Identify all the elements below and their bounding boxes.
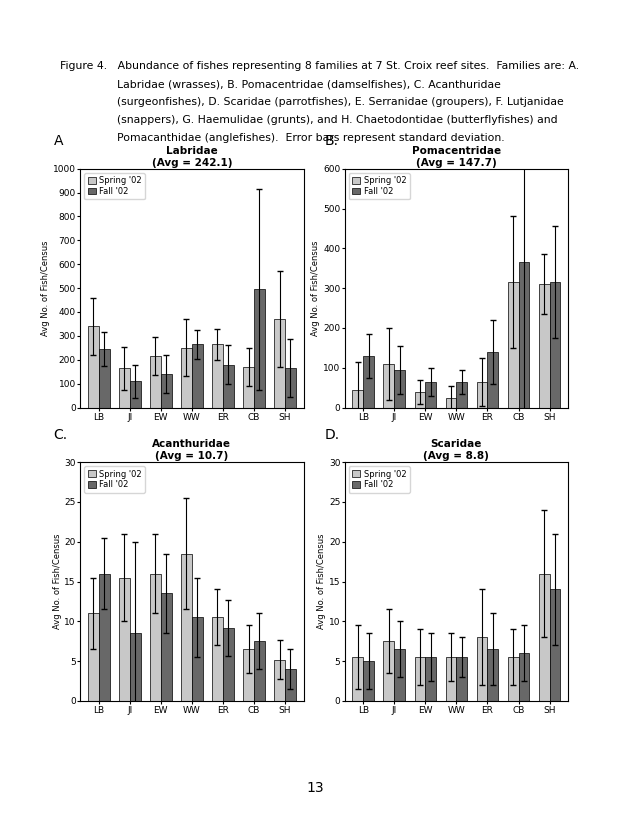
Text: A: A xyxy=(54,134,63,148)
Text: (snappers), G. Haemulidae (grunts), and H. Chaetodontidae (butterflyfishes) and: (snappers), G. Haemulidae (grunts), and … xyxy=(117,115,557,125)
Text: C.: C. xyxy=(54,428,67,442)
Bar xyxy=(508,282,518,408)
Bar xyxy=(150,356,161,408)
Bar xyxy=(243,650,254,701)
Bar xyxy=(161,593,171,701)
Bar xyxy=(254,289,265,408)
Text: B.: B. xyxy=(324,134,338,148)
Bar xyxy=(119,578,130,701)
Bar xyxy=(477,381,488,408)
Bar xyxy=(119,368,130,408)
Title: Scaridae
(Avg = 8.8): Scaridae (Avg = 8.8) xyxy=(423,439,490,461)
Bar xyxy=(518,262,529,408)
Text: D.: D. xyxy=(324,428,340,442)
Bar xyxy=(192,617,203,701)
Bar xyxy=(415,657,425,701)
Bar xyxy=(212,617,223,701)
Bar xyxy=(352,390,364,408)
Bar xyxy=(88,326,99,408)
Legend: Spring '02, Fall '02: Spring '02, Fall '02 xyxy=(349,173,410,199)
Bar xyxy=(223,364,234,408)
Bar xyxy=(456,657,467,701)
Bar xyxy=(539,574,549,701)
Text: Figure 4.   Abundance of fishes representing 8 families at 7 St. Croix reef site: Figure 4. Abundance of fishes representi… xyxy=(60,61,579,71)
Bar xyxy=(549,282,561,408)
Bar xyxy=(415,391,425,408)
Bar xyxy=(488,352,498,408)
Bar xyxy=(508,657,518,701)
Title: Acanthuridae
(Avg = 10.7): Acanthuridae (Avg = 10.7) xyxy=(152,439,231,461)
Bar xyxy=(223,628,234,701)
Title: Labridae
(Avg = 242.1): Labridae (Avg = 242.1) xyxy=(152,146,232,168)
Bar xyxy=(384,641,394,701)
Bar xyxy=(394,370,405,408)
Title: Pomacentridae
(Avg = 147.7): Pomacentridae (Avg = 147.7) xyxy=(412,146,501,168)
Bar xyxy=(181,553,192,701)
Legend: Spring '02, Fall '02: Spring '02, Fall '02 xyxy=(349,466,410,492)
Bar xyxy=(99,574,110,701)
Y-axis label: Avg No. of Fish/Census: Avg No. of Fish/Census xyxy=(317,534,326,629)
Bar xyxy=(254,641,265,701)
Bar xyxy=(539,284,549,408)
Bar xyxy=(518,653,529,701)
Bar xyxy=(394,650,405,701)
Legend: Spring '02, Fall '02: Spring '02, Fall '02 xyxy=(84,173,145,199)
Legend: Spring '02, Fall '02: Spring '02, Fall '02 xyxy=(84,466,145,492)
Text: (surgeonfishes), D. Scaridae (parrotfishes), E. Serranidae (groupers), F. Lutjan: (surgeonfishes), D. Scaridae (parrotfish… xyxy=(117,97,563,107)
Y-axis label: Avg No. of Fish/Census: Avg No. of Fish/Census xyxy=(41,240,50,336)
Text: Labridae (wrasses), B. Pomacentridae (damselfishes), C. Acanthuridae: Labridae (wrasses), B. Pomacentridae (da… xyxy=(117,79,500,89)
Bar xyxy=(99,349,110,408)
Bar xyxy=(364,356,374,408)
Bar xyxy=(88,614,99,701)
Bar xyxy=(549,589,561,701)
Bar xyxy=(456,381,467,408)
Bar xyxy=(274,319,285,408)
Bar xyxy=(352,657,364,701)
Bar xyxy=(445,657,456,701)
Text: 13: 13 xyxy=(306,781,324,795)
Bar xyxy=(445,398,456,408)
Bar xyxy=(285,368,296,408)
Bar xyxy=(243,367,254,408)
Text: Pomacanthidae (anglefishes).  Error bars represent standard deviation.: Pomacanthidae (anglefishes). Error bars … xyxy=(117,133,504,143)
Bar xyxy=(274,659,285,701)
Bar xyxy=(477,637,488,701)
Y-axis label: Avg No. of Fish/Census: Avg No. of Fish/Census xyxy=(52,534,62,629)
Bar xyxy=(285,669,296,701)
Bar xyxy=(212,344,223,408)
Bar xyxy=(364,661,374,701)
Bar xyxy=(425,657,436,701)
Bar xyxy=(384,363,394,408)
Bar xyxy=(130,633,140,701)
Bar xyxy=(161,374,171,408)
Bar xyxy=(150,574,161,701)
Bar xyxy=(130,381,140,408)
Y-axis label: Avg No. of Fish/Census: Avg No. of Fish/Census xyxy=(311,240,321,336)
Bar xyxy=(488,650,498,701)
Bar xyxy=(192,344,203,408)
Bar xyxy=(425,381,436,408)
Bar xyxy=(181,348,192,408)
